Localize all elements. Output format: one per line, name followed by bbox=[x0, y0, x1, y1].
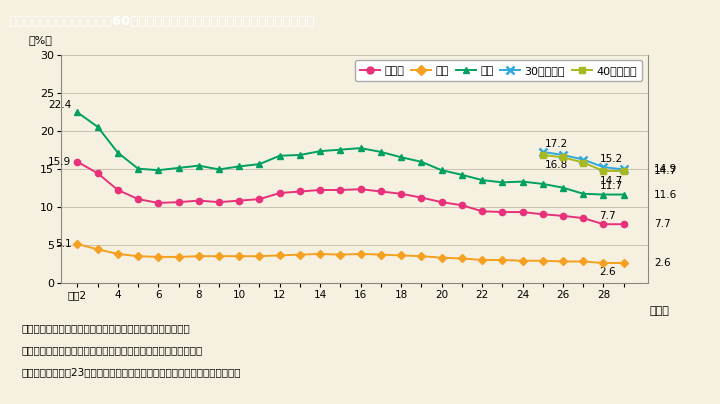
Text: 17.2: 17.2 bbox=[545, 139, 568, 149]
Text: 14.7: 14.7 bbox=[600, 175, 623, 185]
Text: （年）: （年） bbox=[649, 305, 669, 316]
Text: 11.6: 11.6 bbox=[654, 189, 678, 200]
Text: ２．非農林業雇用者数（休業者を除く）に占める割合。: ２．非農林業雇用者数（休業者を除く）に占める割合。 bbox=[22, 345, 203, 356]
Text: 11.7: 11.7 bbox=[600, 181, 623, 191]
Text: ３．平成23年値は，岩手県，宮城県及び福島県を除く全国の結果。: ３．平成23年値は，岩手県，宮城県及び福島県を除く全国の結果。 bbox=[22, 368, 241, 378]
Text: 16.8: 16.8 bbox=[545, 160, 568, 170]
Text: Ｉ－３－１図　週間就業時間60時間以上の雇用者の割合の推移（男女計，男女別）: Ｉ－３－１図 週間就業時間60時間以上の雇用者の割合の推移（男女計，男女別） bbox=[9, 15, 315, 28]
Text: 7.7: 7.7 bbox=[654, 219, 671, 229]
Text: 2.6: 2.6 bbox=[654, 258, 671, 268]
Text: 22.4: 22.4 bbox=[48, 100, 71, 110]
Text: 15.9: 15.9 bbox=[48, 157, 71, 167]
Text: （備考）１．総務省「労働力調査（基本集計）」より作成。: （備考）１．総務省「労働力調査（基本集計）」より作成。 bbox=[22, 323, 190, 333]
Text: 14.7: 14.7 bbox=[654, 166, 678, 176]
Text: 7.7: 7.7 bbox=[600, 211, 616, 221]
Text: 15.2: 15.2 bbox=[600, 154, 623, 164]
Text: 2.6: 2.6 bbox=[600, 267, 616, 277]
Text: （%）: （%） bbox=[29, 36, 53, 45]
Text: 5.1: 5.1 bbox=[55, 239, 71, 249]
Legend: 男女計, 女性, 男性, 30歳代男性, 40歳代男性: 男女計, 女性, 男性, 30歳代男性, 40歳代男性 bbox=[355, 60, 642, 81]
Text: 14.9: 14.9 bbox=[654, 164, 678, 175]
